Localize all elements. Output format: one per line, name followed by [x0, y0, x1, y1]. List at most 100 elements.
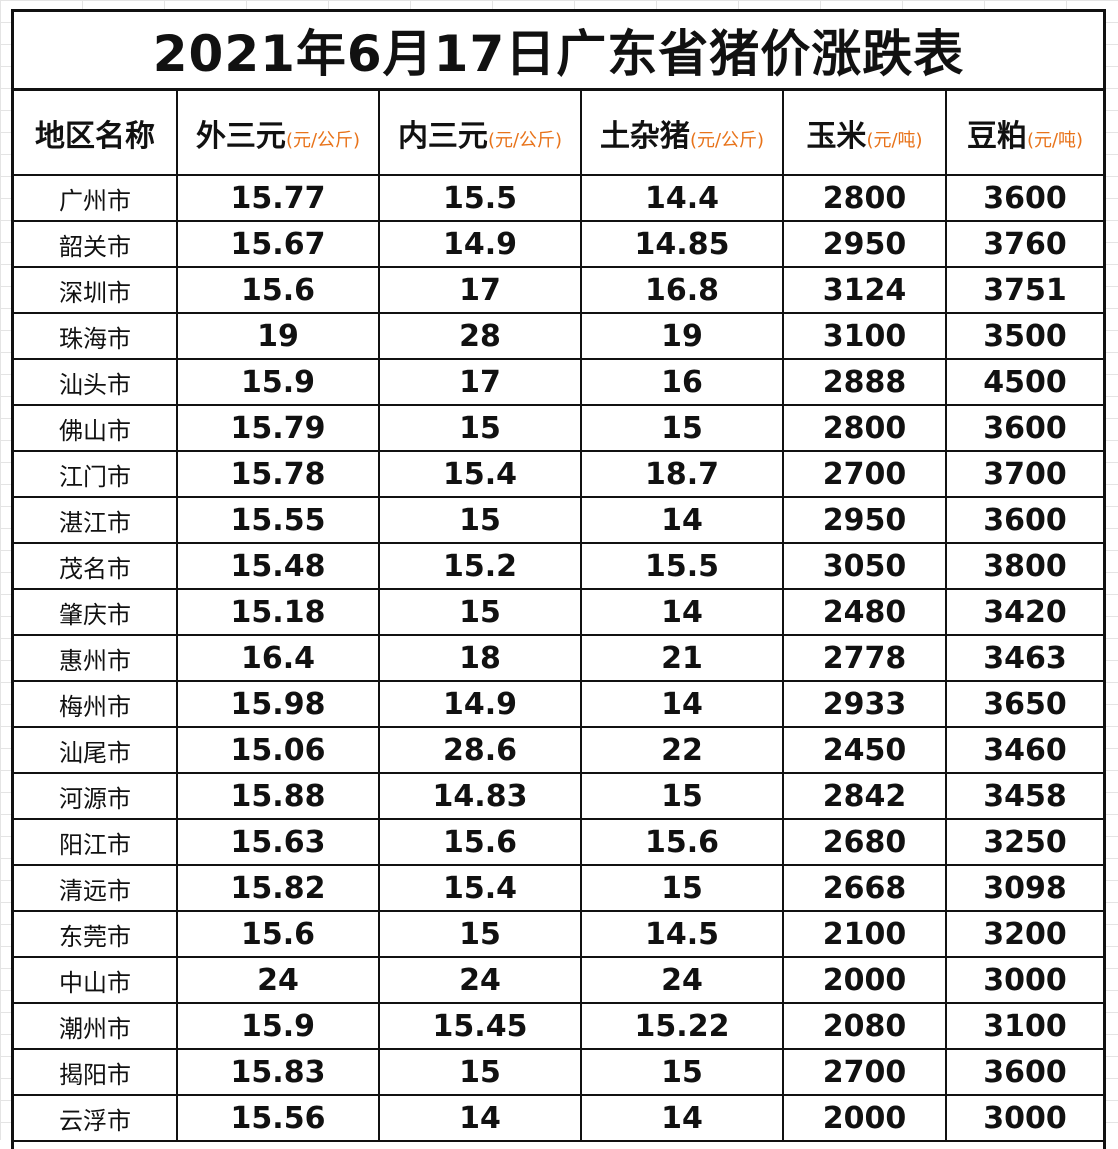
outer-ternary-price-cell: 15.82	[176, 865, 379, 912]
inner-ternary-price-cell: 15	[378, 589, 581, 636]
inner-ternary-price-cell: 17	[378, 359, 581, 406]
table-row: 阳江市 15.63 15.6 15.6 2680 3250	[14, 819, 1103, 866]
local-hog-price-cell: 16	[580, 359, 783, 406]
local-hog-price-cell: 14	[580, 681, 783, 728]
soymeal-price-cell: 3460	[945, 727, 1103, 774]
soymeal-price-cell: 3250	[945, 819, 1103, 866]
outer-ternary-price-cell: 15.98	[176, 681, 379, 728]
soymeal-price-cell: 3600	[945, 405, 1103, 452]
soymeal-price-cell: 4500	[945, 359, 1103, 406]
outer-ternary-price-cell: 24	[176, 957, 379, 1004]
soymeal-price-cell: 3420	[945, 589, 1103, 636]
city-name-cell: 深圳市	[14, 267, 177, 314]
inner-ternary-price-cell: 14.9	[378, 681, 581, 728]
soymeal-price-cell: 3600	[945, 1049, 1103, 1096]
table-row: 梅州市 15.98 14.9 14 2933 3650	[14, 681, 1103, 728]
inner-ternary-price-cell: 15.2	[378, 543, 581, 590]
local-hog-price-cell: 15.22	[580, 1003, 783, 1050]
local-hog-price-cell: 14	[580, 1095, 783, 1142]
outer-ternary-price-cell: 15.79	[176, 405, 379, 452]
inner-ternary-price-cell: 14.9	[378, 221, 581, 268]
header-cell-corn: 玉米(元/吨)	[782, 91, 946, 176]
local-hog-price-cell: 15.5	[580, 543, 783, 590]
outer-ternary-price-cell: 15.88	[176, 773, 379, 820]
corn-price-cell: 2842	[782, 773, 946, 820]
inner-ternary-price-cell: 24	[378, 957, 581, 1004]
price-table-container: 2021年6月17日广东省猪价涨跌表 地区名称 外三元(元/公斤) 内三元(元/…	[11, 9, 1106, 1149]
local-hog-price-cell: 14.85	[580, 221, 783, 268]
table-row: 珠海市 19 28 19 3100 3500	[14, 313, 1103, 360]
outer-ternary-price-cell: 15.56	[176, 1095, 379, 1142]
corn-price-cell: 2700	[782, 1049, 946, 1096]
local-hog-price-cell: 15.6	[580, 819, 783, 866]
header-unit: (元/吨)	[1026, 129, 1084, 151]
table-row: 揭阳市 15.83 15 15 2700 3600	[14, 1049, 1103, 1096]
header-name: 豆粕	[966, 118, 1027, 154]
soymeal-price-cell: 3760	[945, 221, 1103, 268]
soymeal-price-cell: 3200	[945, 911, 1103, 958]
inner-ternary-price-cell: 15	[378, 911, 581, 958]
table-row: 云浮市 15.56 14 14 2000 3000	[14, 1095, 1103, 1142]
soymeal-price-cell: 3098	[945, 865, 1103, 912]
outer-ternary-price-cell: 15.6	[176, 267, 379, 314]
header-cell-inner-ternary: 内三元(元/公斤)	[378, 91, 581, 176]
soymeal-price-cell: 3458	[945, 773, 1103, 820]
header-row: 地区名称 外三元(元/公斤) 内三元(元/公斤) 土杂猪(元/公斤) 玉米(元/…	[14, 91, 1103, 176]
table-row: 清远市 15.82 15.4 15 2668 3098	[14, 865, 1103, 912]
inner-ternary-price-cell: 15.6	[378, 819, 581, 866]
city-name-cell: 中山市	[14, 957, 177, 1004]
corn-price-cell: 3050	[782, 543, 946, 590]
soymeal-price-cell: 3000	[945, 957, 1103, 1004]
inner-ternary-price-cell: 15.4	[378, 451, 581, 498]
soymeal-price-cell: 3100	[945, 1003, 1103, 1050]
outer-ternary-price-cell: 19	[176, 313, 379, 360]
inner-ternary-price-cell: 14	[378, 1095, 581, 1142]
table-row: 中山市 24 24 24 2000 3000	[14, 957, 1103, 1004]
outer-ternary-price-cell: 15.18	[176, 589, 379, 636]
local-hog-price-cell: 24	[580, 957, 783, 1004]
table-row: 佛山市 15.79 15 15 2800 3600	[14, 405, 1103, 452]
corn-price-cell: 2950	[782, 221, 946, 268]
table-row: 潮州市 15.9 15.45 15.22 2080 3100	[14, 1003, 1103, 1050]
header-unit: (元/吨)	[866, 129, 923, 151]
header-name: 内三元	[397, 118, 488, 154]
corn-price-cell: 2080	[782, 1003, 946, 1050]
header-cell-local-hog: 土杂猪(元/公斤)	[580, 91, 783, 176]
table-row: 韶关市 15.67 14.9 14.85 2950 3760	[14, 221, 1103, 268]
header-unit: (元/公斤)	[689, 129, 765, 151]
corn-price-cell: 3100	[782, 313, 946, 360]
outer-ternary-price-cell: 15.55	[176, 497, 379, 544]
inner-ternary-price-cell: 28	[378, 313, 581, 360]
soymeal-price-cell: 3650	[945, 681, 1103, 728]
corn-price-cell: 2778	[782, 635, 946, 682]
corn-price-cell: 2680	[782, 819, 946, 866]
local-hog-price-cell: 15	[580, 405, 783, 452]
inner-ternary-price-cell: 15	[378, 497, 581, 544]
city-name-cell: 汕头市	[14, 359, 177, 406]
corn-price-cell: 2668	[782, 865, 946, 912]
table-row: 湛江市 15.55 15 14 2950 3600	[14, 497, 1103, 544]
city-name-cell: 惠州市	[14, 635, 177, 682]
header-name: 玉米	[806, 118, 867, 154]
local-hog-price-cell: 19	[580, 313, 783, 360]
inner-ternary-price-cell: 15.5	[378, 175, 581, 222]
corn-price-cell: 2100	[782, 911, 946, 958]
inner-ternary-price-cell: 15	[378, 1049, 581, 1096]
soymeal-price-cell: 3500	[945, 313, 1103, 360]
table-row: 广州市 15.77 15.5 14.4 2800 3600	[14, 175, 1103, 222]
inner-ternary-price-cell: 17	[378, 267, 581, 314]
outer-ternary-price-cell: 15.6	[176, 911, 379, 958]
city-name-cell: 湛江市	[14, 497, 177, 544]
soymeal-price-cell: 3600	[945, 175, 1103, 222]
outer-ternary-price-cell: 15.9	[176, 359, 379, 406]
city-name-cell: 珠海市	[14, 313, 177, 360]
table-row: 茂名市 15.48 15.2 15.5 3050 3800	[14, 543, 1103, 590]
header-unit: (元/公斤)	[487, 129, 563, 151]
outer-ternary-price-cell: 15.9	[176, 1003, 379, 1050]
corn-price-cell: 2000	[782, 1095, 946, 1142]
city-name-cell: 清远市	[14, 865, 177, 912]
local-hog-price-cell: 15	[580, 865, 783, 912]
city-name-cell: 江门市	[14, 451, 177, 498]
table-row: 惠州市 16.4 18 21 2778 3463	[14, 635, 1103, 682]
city-name-cell: 肇庆市	[14, 589, 177, 636]
